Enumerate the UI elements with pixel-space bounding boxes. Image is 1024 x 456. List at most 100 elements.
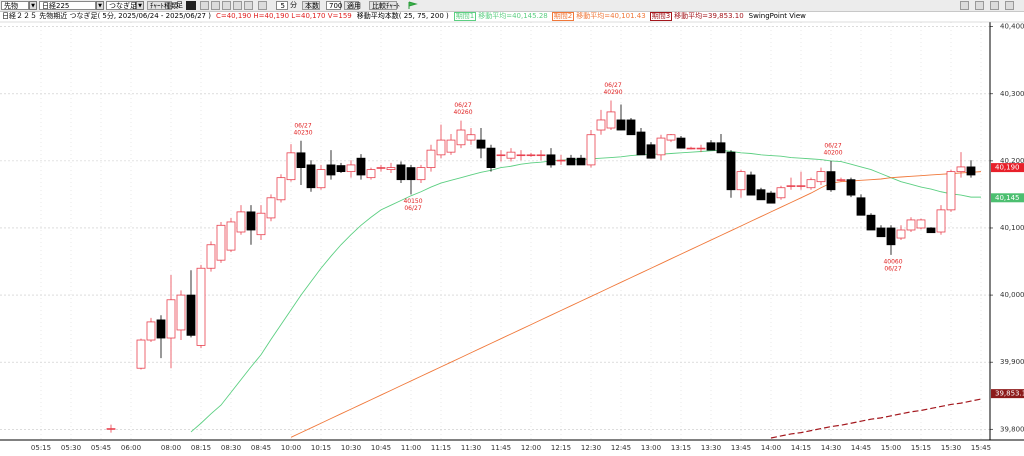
y-tick-label: 39,900. bbox=[1000, 358, 1024, 366]
candle-body bbox=[346, 164, 356, 173]
candle-body bbox=[876, 227, 886, 238]
candle-body bbox=[296, 152, 306, 168]
x-tick-label: 08:30 bbox=[221, 444, 241, 452]
tool-icon[interactable] bbox=[200, 1, 209, 10]
candle-body bbox=[576, 157, 586, 166]
unit-label: 分 bbox=[290, 1, 297, 9]
candle-body bbox=[166, 299, 176, 339]
flag-icon[interactable] bbox=[408, 1, 418, 10]
candle-body bbox=[276, 177, 286, 201]
annotation-value: 40290 bbox=[603, 89, 622, 96]
candle-body bbox=[686, 147, 696, 150]
y-tick-label: 40,400. bbox=[1000, 23, 1024, 31]
x-tick-label: 11:45 bbox=[491, 444, 511, 452]
candle-body bbox=[486, 147, 496, 168]
candle-body bbox=[406, 167, 416, 181]
x-tick-label: 11:15 bbox=[431, 444, 451, 452]
x-tick-label: 05:45 bbox=[91, 444, 111, 452]
candle-body bbox=[236, 211, 246, 233]
tool-icon[interactable] bbox=[211, 1, 220, 10]
candle-body bbox=[386, 167, 396, 171]
price-marker-label: 39,853.10 bbox=[995, 390, 1024, 398]
candle-body bbox=[606, 111, 616, 129]
annotation-value: 40150 bbox=[403, 198, 422, 205]
window-icon[interactable] bbox=[960, 1, 969, 10]
symbol-select[interactable]: 日経225 bbox=[39, 1, 96, 10]
info-title: 日経２２５ 先物期近 つなぎ足( 5分, 2025/06/24 - 2025/0… bbox=[2, 12, 211, 20]
tool-icon[interactable] bbox=[258, 1, 267, 10]
y-tick-label: 40,200. bbox=[1000, 157, 1024, 165]
count-label[interactable]: 本数 bbox=[302, 1, 320, 10]
toolbar: 先物 ▼ 日経225 ▼ つなぎ足 ▼ ﾁｬｰﾄ種類 足 5 分 本数 700 … bbox=[0, 0, 1024, 12]
candle-body bbox=[336, 165, 346, 173]
candle-body bbox=[626, 119, 636, 136]
color-box[interactable] bbox=[186, 1, 196, 10]
tool-icon[interactable] bbox=[244, 1, 253, 10]
candle-body bbox=[256, 212, 266, 236]
x-tick-label: 14:30 bbox=[821, 444, 841, 452]
candle-body bbox=[176, 294, 186, 331]
candle-body bbox=[656, 137, 666, 156]
candle-body bbox=[396, 164, 406, 181]
candle-body bbox=[796, 185, 806, 187]
candle-body bbox=[886, 227, 896, 246]
candle-body bbox=[546, 154, 556, 166]
candle-body bbox=[196, 267, 206, 346]
x-tick-label: 10:00 bbox=[281, 444, 301, 452]
info-ma-value: 移動平均=40,101.43 bbox=[576, 12, 646, 20]
candle-body bbox=[516, 154, 526, 157]
dropdown-button[interactable]: ▼ bbox=[29, 1, 37, 10]
x-tick-label: 08:00 bbox=[161, 444, 181, 452]
dropdown-button[interactable]: ▼ bbox=[96, 1, 104, 10]
candle-body bbox=[826, 171, 836, 191]
window-icon[interactable] bbox=[1005, 1, 1014, 10]
candle-body bbox=[766, 192, 776, 204]
candle-body bbox=[956, 166, 966, 173]
y-tick-label: 40,300. bbox=[1000, 90, 1024, 98]
dropdown-button[interactable]: ▼ bbox=[136, 1, 144, 10]
interval-input[interactable]: 5 bbox=[276, 1, 288, 10]
y-tick-label: 40,100. bbox=[1000, 224, 1024, 232]
candle-body bbox=[596, 119, 606, 131]
annotation-value: 40260 bbox=[453, 109, 472, 116]
candle-body bbox=[426, 149, 436, 168]
x-tick-label: 14:45 bbox=[851, 444, 871, 452]
info-ma: 期間2 移動平均=40,101.43 bbox=[551, 12, 646, 21]
candle-body bbox=[936, 209, 946, 233]
info-ma: 期間1 移動平均=40,145.28 bbox=[453, 12, 548, 21]
candle-body bbox=[636, 131, 646, 156]
mode-select[interactable]: つなぎ足 bbox=[106, 1, 137, 10]
info-ohlcv: C=40,190 H=40,190 L=40,170 V=159 bbox=[215, 12, 352, 20]
tool-icon[interactable] bbox=[233, 1, 242, 10]
market-select[interactable]: 先物 bbox=[1, 1, 29, 10]
candle-body bbox=[496, 154, 506, 157]
chart-kind-button[interactable]: ﾁｬｰﾄ種類 bbox=[147, 1, 178, 10]
compare-button[interactable]: 比較ﾁｬｰﾄ bbox=[369, 1, 400, 10]
candle-body bbox=[376, 167, 386, 169]
window-icon[interactable] bbox=[990, 1, 999, 10]
candle-body bbox=[146, 321, 156, 341]
x-tick-label: 12:30 bbox=[581, 444, 601, 452]
count-input[interactable]: 700 bbox=[326, 1, 342, 10]
info-ma-value: 移動平均=39,853.10 bbox=[674, 12, 744, 20]
candle-body bbox=[666, 134, 676, 141]
candle-body bbox=[696, 147, 706, 150]
candle-body bbox=[746, 174, 756, 196]
x-tick-label: 13:45 bbox=[731, 444, 751, 452]
candle-body bbox=[246, 211, 256, 231]
window-icon[interactable] bbox=[975, 1, 984, 10]
candle-body bbox=[136, 339, 146, 369]
candle-body bbox=[186, 294, 196, 336]
apply-button[interactable]: 適用 bbox=[344, 1, 361, 10]
candle-body bbox=[106, 428, 116, 430]
candle-body bbox=[436, 139, 446, 156]
candle-body bbox=[756, 189, 766, 201]
annotation-date: 06/27 bbox=[884, 265, 901, 272]
candle-body bbox=[706, 142, 716, 151]
annotation-date: 06/27 bbox=[454, 102, 471, 109]
candle-body bbox=[286, 152, 296, 181]
tool-icon[interactable] bbox=[222, 1, 231, 10]
info-ma-tag: 期間3 bbox=[649, 12, 673, 21]
candle-body bbox=[446, 139, 456, 153]
price-marker-label: 40,190 bbox=[995, 164, 1020, 172]
